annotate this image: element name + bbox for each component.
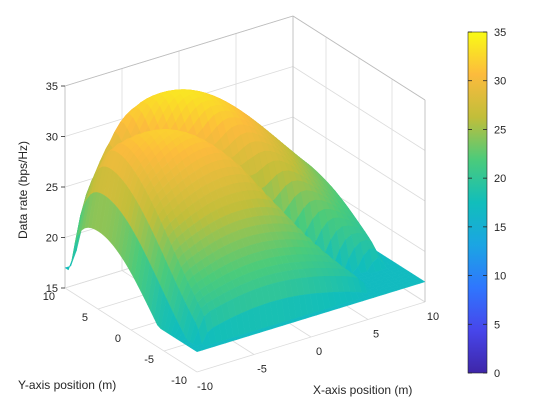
x-axis-label: X-axis position (m) — [313, 383, 412, 397]
x-tick-label: 5 — [373, 329, 379, 341]
x-tick-label: -10 — [197, 381, 213, 393]
colorbar-tick-label: 35 — [494, 27, 506, 39]
x-tick-label: -5 — [257, 364, 267, 376]
data-surface — [64, 89, 426, 353]
box-edge — [292, 15, 426, 101]
grid-line — [292, 66, 426, 151]
z-tick-label: 25 — [46, 182, 58, 194]
z-axis-label: Data rate (bps/Hz) — [16, 141, 30, 239]
colorbar-tick-label: 20 — [494, 173, 506, 185]
box-edge — [64, 15, 294, 87]
x-tick-label: 10 — [427, 311, 439, 323]
z-tick-label: 15 — [46, 283, 58, 295]
colorbar: 0 5 10 15 20 25 30 35 — [467, 27, 506, 380]
x-tick-label: 0 — [316, 346, 322, 358]
y-tick-label: -10 — [171, 375, 187, 387]
z-tick-label: 35 — [46, 81, 58, 93]
colorbar-tick-label: 25 — [494, 124, 506, 136]
colorbar-gradient — [467, 31, 488, 374]
z-tick-label: 30 — [46, 132, 58, 144]
y-tick-label: 10 — [43, 291, 55, 303]
z-tick-label: 20 — [46, 233, 58, 245]
y-tick-label: 5 — [82, 312, 88, 324]
colorbar-tick-label: 30 — [494, 76, 506, 88]
y-axis-label: Y-axis position (m) — [18, 378, 116, 392]
colorbar-tick-label: 5 — [494, 319, 500, 331]
colorbar-tick-label: 10 — [494, 271, 506, 283]
y-tick-label: 0 — [115, 333, 121, 345]
surface-patch — [193, 347, 204, 353]
colorbar-tick-label: 0 — [494, 368, 500, 380]
axes-ticks: 15 20 25 30 35 -10 -5 0 5 10 -10 -5 0 5 10 — [43, 81, 439, 393]
grid-line — [292, 116, 426, 202]
colorbar-tick-label: 15 — [494, 222, 506, 234]
y-tick-label: -5 — [144, 354, 154, 366]
